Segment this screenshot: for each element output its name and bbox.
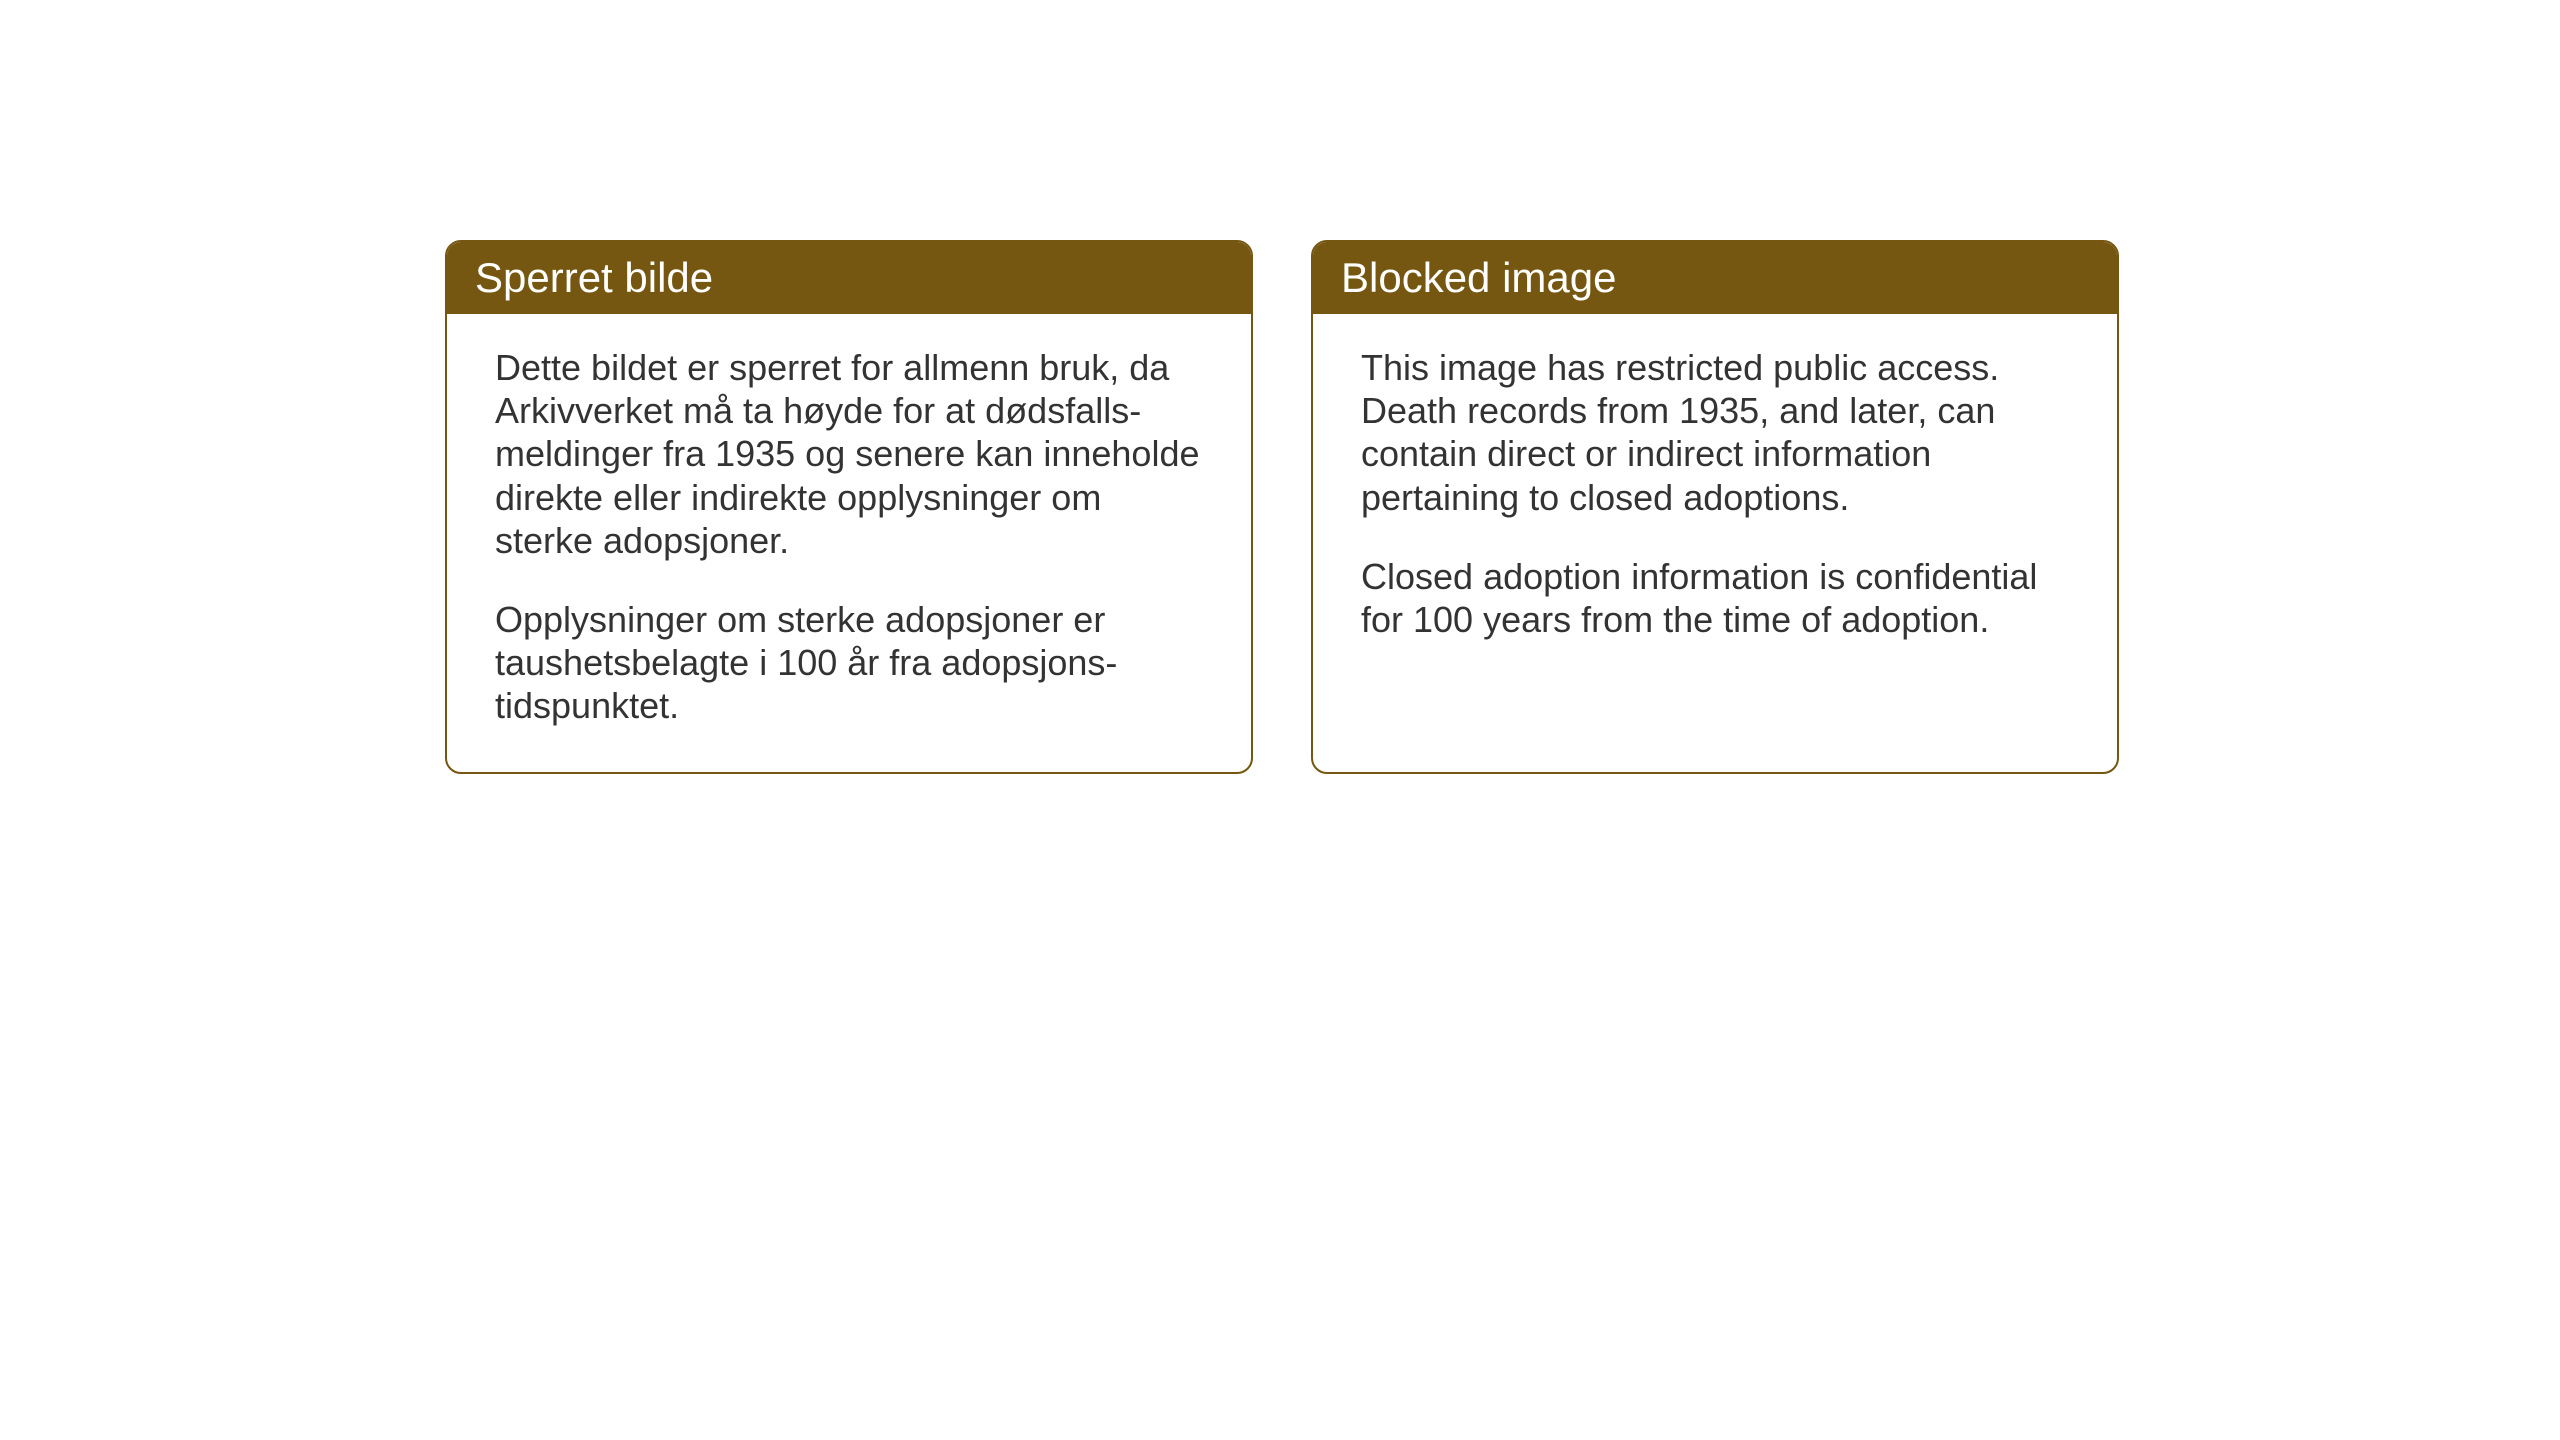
card-paragraph-1-norwegian: Dette bildet er sperret for allmenn bruk…	[495, 346, 1203, 562]
card-paragraph-1-english: This image has restricted public access.…	[1361, 346, 2069, 519]
card-title-english: Blocked image	[1341, 254, 1616, 301]
notice-card-english: Blocked image This image has restricted …	[1311, 240, 2119, 774]
notice-card-norwegian: Sperret bilde Dette bildet er sperret fo…	[445, 240, 1253, 774]
card-header-english: Blocked image	[1313, 242, 2117, 314]
card-paragraph-2-english: Closed adoption information is confident…	[1361, 555, 2069, 641]
card-body-english: This image has restricted public access.…	[1313, 314, 2117, 685]
notice-cards-container: Sperret bilde Dette bildet er sperret fo…	[445, 240, 2119, 774]
card-header-norwegian: Sperret bilde	[447, 242, 1251, 314]
card-title-norwegian: Sperret bilde	[475, 254, 713, 301]
card-paragraph-2-norwegian: Opplysninger om sterke adopsjoner er tau…	[495, 598, 1203, 728]
card-body-norwegian: Dette bildet er sperret for allmenn bruk…	[447, 314, 1251, 772]
